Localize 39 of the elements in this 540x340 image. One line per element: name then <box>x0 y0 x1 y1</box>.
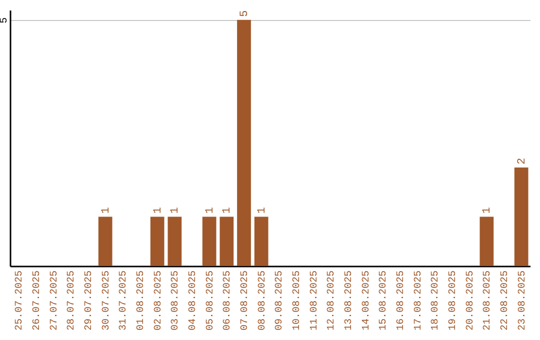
x-tick-label: 15.08.2025 <box>378 270 390 331</box>
data-label: 1 <box>222 206 234 214</box>
x-tick-label: 13.08.2025 <box>344 270 355 331</box>
x-tick-label: 02.08.2025 <box>153 270 164 331</box>
x-tick-label: 31.07.2025 <box>118 270 130 331</box>
data-label: 1 <box>152 206 164 214</box>
x-tick-label: 17.08.2025 <box>413 270 424 331</box>
x-tick-label: 07.08.2025 <box>240 270 251 331</box>
data-label: 1 <box>100 206 112 214</box>
x-tick-label: 08.08.2025 <box>257 270 268 331</box>
x-tick-label: 22.08.2025 <box>500 270 511 331</box>
x-tick-label: 14.08.2025 <box>361 270 372 331</box>
x-tick-label: 10.08.2025 <box>292 270 303 331</box>
data-label: 5 <box>239 10 251 17</box>
x-tick-label: 12.08.2025 <box>326 270 338 331</box>
data-label: 1 <box>256 206 268 214</box>
data-label: 1 <box>170 206 182 214</box>
data-label: 1 <box>482 206 494 214</box>
x-tick-label: 23.08.2025 <box>517 270 528 331</box>
x-tick-label: 04.08.2025 <box>188 270 199 331</box>
x-tick-label: 30.07.2025 <box>101 270 112 331</box>
x-tick-label: 29.07.2025 <box>84 270 95 331</box>
x-tick-label: 06.08.2025 <box>222 270 234 331</box>
x-tick-label: 18.08.2025 <box>430 270 442 331</box>
data-label: 1 <box>204 206 216 214</box>
x-tick-label: 03.08.2025 <box>170 270 182 331</box>
data-label: 2 <box>516 158 528 165</box>
x-tick-label: 01.08.2025 <box>136 270 147 331</box>
x-tick-label: 27.07.2025 <box>49 270 60 331</box>
x-tick-label: 11.08.2025 <box>309 270 320 331</box>
x-tick-label: 20.08.2025 <box>465 270 476 331</box>
x-tick-label: 26.07.2025 <box>32 270 43 331</box>
x-tick-label: 19.08.2025 <box>448 270 459 331</box>
x-tick-label: 21.08.2025 <box>482 270 494 331</box>
x-tick-label: 25.07.2025 <box>14 270 26 331</box>
x-tick-label: 28.07.2025 <box>66 270 78 331</box>
x-tick-label: 05.08.2025 <box>205 270 216 331</box>
x-tick-label: 16.08.2025 <box>396 270 407 331</box>
x-tick-label: 09.08.2025 <box>274 270 286 331</box>
